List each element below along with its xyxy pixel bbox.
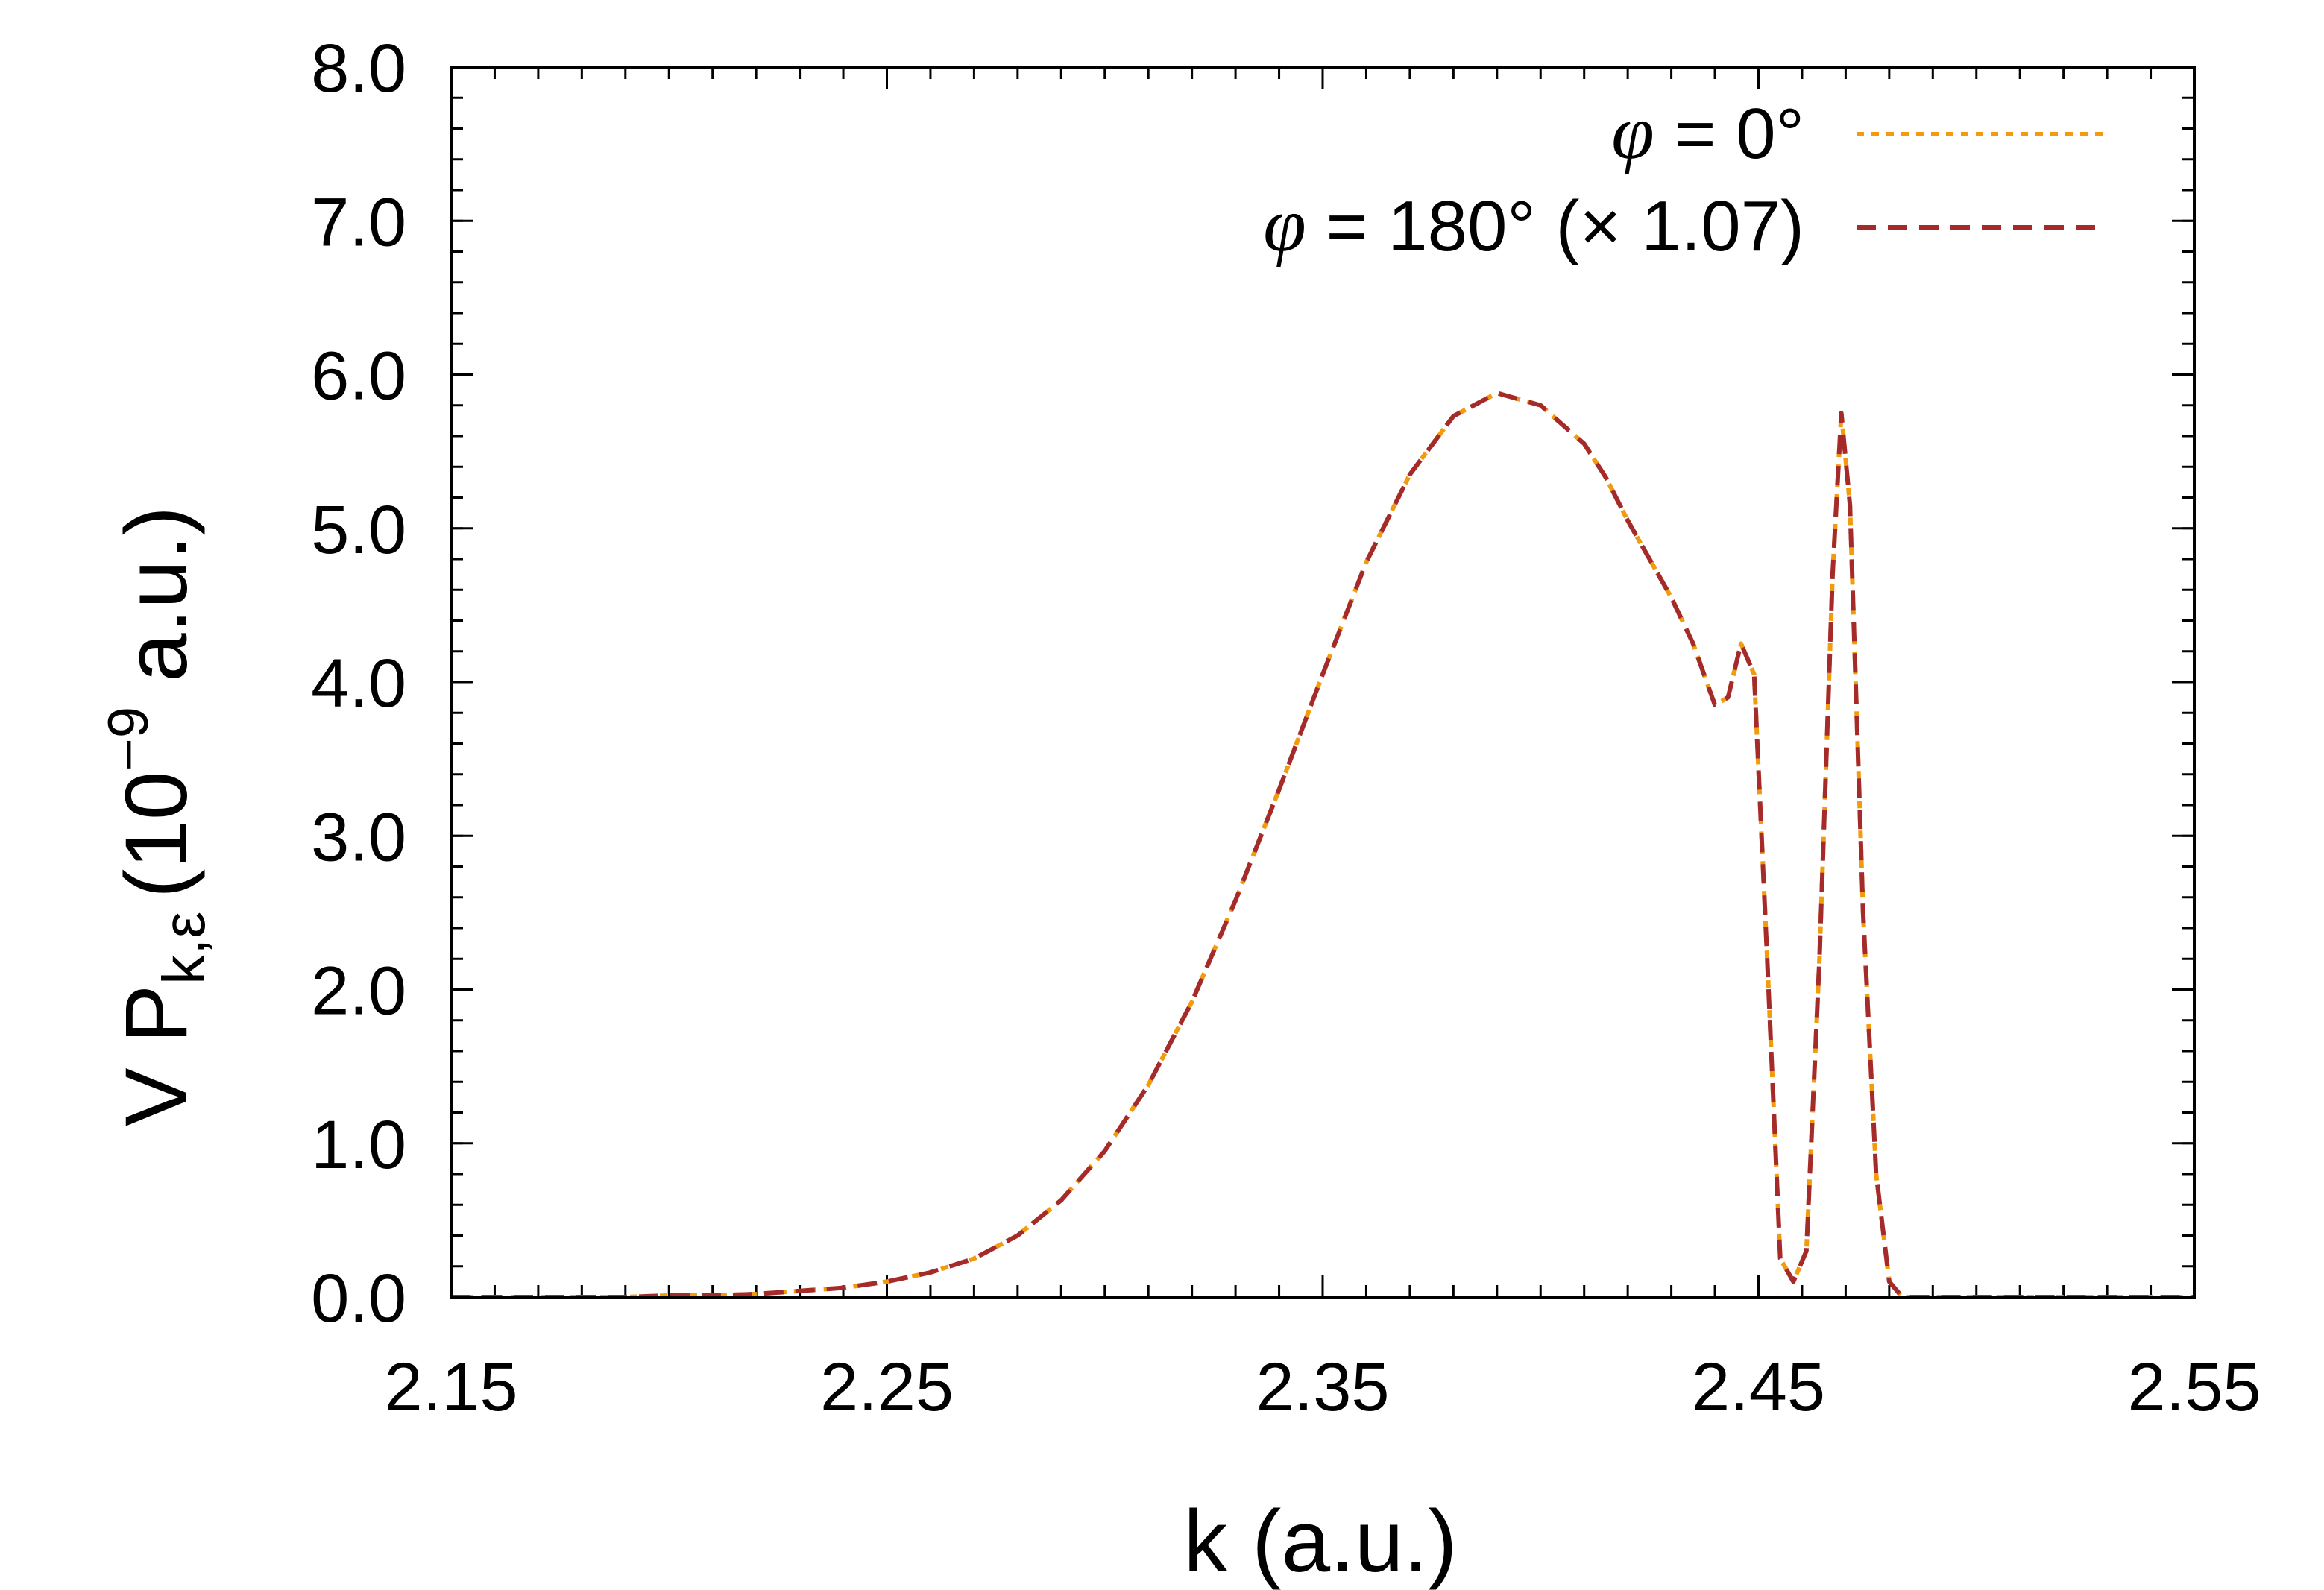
legend-text-0: = 0° [1654, 94, 1804, 174]
legend-label-phi-0: φ = 0° [1611, 89, 1804, 175]
x-tick-label: 2.55 [2127, 1349, 2261, 1425]
y-tick-label: 3.0 [311, 799, 406, 875]
series-layer [451, 391, 2194, 1299]
y-tick-labels: 0.0 1.0 2.0 3.0 4.0 5.0 6.0 7.0 8.0 [311, 31, 406, 1337]
plot-frame [450, 66, 2196, 1299]
y-tick-label: 5.0 [311, 492, 406, 568]
y-tick-label: 6.0 [311, 338, 406, 414]
y-axis-title: V Pk,ε (10−9 a.u.) [97, 506, 217, 1126]
y-tick-label: 8.0 [311, 31, 406, 107]
legend: φ = 0° φ = 180° (× 1.07) [1263, 89, 2106, 268]
x-tick-label: 2.45 [1692, 1349, 1825, 1425]
x-tick-label: 2.25 [820, 1349, 954, 1425]
y-tick-label: 2.0 [311, 953, 406, 1029]
legend-label-phi-180: φ = 180° (× 1.07) [1263, 182, 1804, 268]
series-line-phi-180 [451, 391, 2194, 1299]
y-tick-label: 1.0 [311, 1107, 406, 1183]
y-axis-title-main: V P [107, 985, 206, 1126]
y-tick-label: 4.0 [311, 646, 406, 722]
x-axis-title: k (a.u.) [1183, 1492, 1457, 1590]
x-tick-label: 2.15 [384, 1349, 517, 1425]
x-tick-labels: 2.15 2.25 2.35 2.45 2.55 [384, 1349, 2261, 1425]
y-tick-label: 0.0 [311, 1261, 406, 1337]
legend-phi-symbol-0: φ [1611, 89, 1654, 175]
y-axis-title-exponent: −9 [97, 707, 160, 772]
y-axis-title-prefix: (10 [107, 771, 206, 898]
x-tick-label: 2.35 [1256, 1349, 1389, 1425]
legend-phi-symbol-1: φ [1263, 182, 1306, 268]
y-axis-title-subscript: k,ε [151, 912, 217, 985]
y-axis-title-suffix: a.u.) [107, 506, 206, 707]
y-tick-label: 7.0 [311, 184, 406, 260]
legend-text-1: = 180° (× 1.07) [1306, 186, 1804, 266]
